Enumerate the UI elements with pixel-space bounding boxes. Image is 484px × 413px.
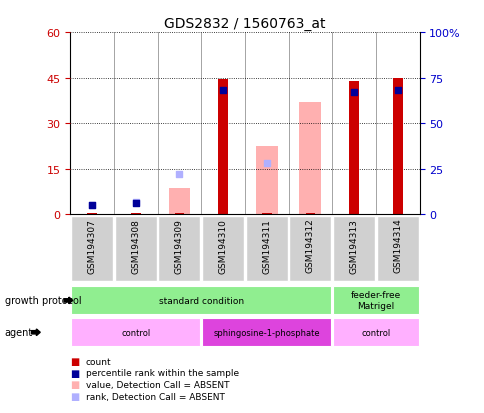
FancyBboxPatch shape: [71, 318, 200, 347]
Point: [132, 201, 139, 207]
Text: growth protocol: growth protocol: [5, 296, 81, 306]
Text: GSM194312: GSM194312: [305, 218, 314, 273]
Text: control: control: [121, 328, 150, 337]
Point: [349, 90, 357, 96]
Bar: [131, 214, 140, 215]
FancyBboxPatch shape: [289, 216, 331, 282]
Text: feeder-free
Matrigel: feeder-free Matrigel: [350, 291, 400, 310]
Text: GSM194311: GSM194311: [262, 218, 271, 273]
FancyBboxPatch shape: [115, 216, 156, 282]
Text: percentile rank within the sample: percentile rank within the sample: [86, 368, 239, 377]
Text: GSM194307: GSM194307: [88, 218, 96, 273]
FancyBboxPatch shape: [333, 216, 374, 282]
Text: GSM194314: GSM194314: [393, 218, 401, 273]
Text: ■: ■: [70, 380, 79, 389]
Text: ■: ■: [70, 391, 79, 401]
Bar: [261, 214, 271, 215]
Text: ■: ■: [70, 356, 79, 366]
Point: [88, 202, 96, 209]
Text: ■: ■: [70, 368, 79, 378]
FancyBboxPatch shape: [376, 216, 418, 282]
Text: rank, Detection Call = ABSENT: rank, Detection Call = ABSENT: [86, 392, 224, 401]
Bar: [87, 214, 97, 215]
FancyBboxPatch shape: [202, 318, 331, 347]
Text: agent: agent: [5, 328, 33, 337]
FancyBboxPatch shape: [71, 286, 331, 315]
Bar: [174, 214, 184, 215]
FancyBboxPatch shape: [245, 216, 287, 282]
Bar: [392, 78, 402, 215]
FancyBboxPatch shape: [202, 216, 243, 282]
FancyBboxPatch shape: [158, 216, 200, 282]
Point: [132, 199, 139, 205]
Bar: [218, 80, 227, 215]
Text: GSM194308: GSM194308: [131, 218, 140, 273]
FancyBboxPatch shape: [333, 286, 418, 315]
Point: [393, 88, 401, 95]
Title: GDS2832 / 1560763_at: GDS2832 / 1560763_at: [164, 17, 325, 31]
FancyBboxPatch shape: [333, 318, 418, 347]
Point: [219, 88, 227, 95]
Text: GSM194309: GSM194309: [175, 218, 183, 273]
Text: count: count: [86, 357, 111, 366]
Point: [88, 202, 96, 209]
Text: value, Detection Call = ABSENT: value, Detection Call = ABSENT: [86, 380, 229, 389]
Bar: [168, 189, 190, 215]
Text: standard condition: standard condition: [158, 296, 243, 305]
Bar: [305, 214, 315, 215]
Bar: [299, 103, 320, 215]
Point: [262, 161, 270, 167]
Bar: [255, 147, 277, 215]
Text: GSM194310: GSM194310: [218, 218, 227, 273]
FancyBboxPatch shape: [71, 216, 113, 282]
Bar: [348, 81, 358, 215]
Text: control: control: [361, 328, 390, 337]
Point: [175, 171, 183, 178]
Text: sphingosine-1-phosphate: sphingosine-1-phosphate: [213, 328, 319, 337]
Text: GSM194313: GSM194313: [349, 218, 358, 273]
